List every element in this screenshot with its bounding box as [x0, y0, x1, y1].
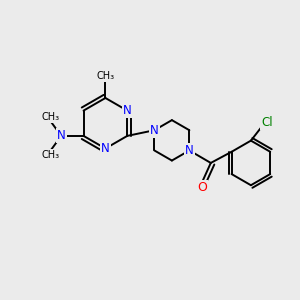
Text: CH₃: CH₃	[42, 112, 60, 122]
Text: N: N	[150, 124, 159, 137]
Text: CH₃: CH₃	[96, 71, 115, 81]
Text: N: N	[101, 142, 110, 155]
Text: CH₃: CH₃	[42, 150, 60, 160]
Text: O: O	[197, 182, 207, 194]
Text: N: N	[57, 129, 66, 142]
Text: Cl: Cl	[261, 116, 273, 129]
Text: N: N	[185, 144, 194, 157]
Text: N: N	[123, 104, 132, 117]
